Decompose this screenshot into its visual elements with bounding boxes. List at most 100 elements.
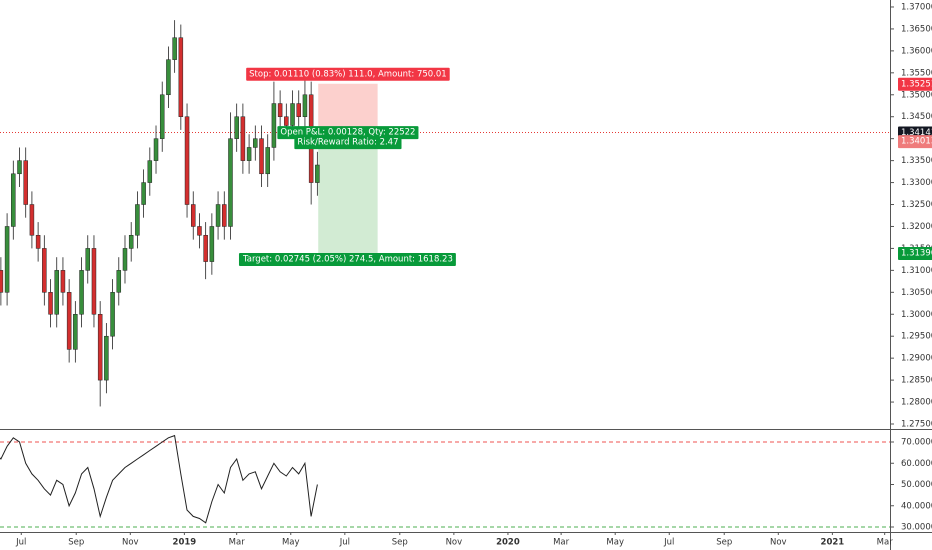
y-tick-label: 1.36500 [901,24,932,34]
entry-price-label: 1.34013 [901,137,932,147]
x-tick-label: Sep [392,538,408,548]
entry-price-label-group: 1.34013 [898,135,932,149]
stop-price-label-bg [898,77,932,91]
candle-body [110,292,115,337]
candle-body [228,138,233,227]
candle-body [97,314,103,381]
candle-body [284,116,289,126]
candle-body [215,204,221,227]
candle-body [302,94,308,117]
candle-body [203,234,208,262]
candle-body [178,37,184,117]
ratio-label: Risk/Reward Ratio: 2.47 [297,138,398,148]
candle-body [234,116,239,139]
ratio-label-bg [294,136,402,150]
candle-body [116,270,122,293]
candle-body [66,292,72,350]
candle-body [190,204,196,227]
pnl-label-group: Open P&L: 0.00128, Qty: 22522 [277,126,419,140]
x-tick-label: May [282,538,300,548]
candle-body [0,270,4,293]
stop-label-bg [246,67,450,81]
stop-label: Stop: 0.01110 (0.83%) 111.0, Amount: 750… [249,69,447,79]
x-tick-label: Jul [15,538,26,548]
candle-body [147,160,153,183]
y-tick-label: 1.28500 [901,376,932,386]
y-tick-label: 60.0000 [901,459,932,469]
candle-body [135,204,140,236]
candle-body [172,37,177,60]
y-tick-label: 50.0000 [901,480,932,490]
candle-body [159,94,165,139]
candle-body [4,226,10,293]
y-tick-label: 1.29000 [901,354,932,364]
x-tick-label: Mar [229,538,246,548]
ratio-label-group: Risk/Reward Ratio: 2.47 [294,136,402,150]
pnl-label: Open P&L: 0.00128, Qty: 22522 [280,128,415,138]
x-tick-label: Sep [716,538,732,548]
x-tick-label: Jul [663,538,674,548]
y-tick-label: 1.30500 [901,288,932,298]
reward-zone [318,138,378,253]
y-tick-label: 1.35500 [901,68,932,78]
candle-body [42,248,47,293]
candle-body [122,248,128,271]
target-label-bg [238,252,456,266]
x-tick-label: 2020 [496,538,520,548]
x-tick-label: Nov [770,538,787,548]
candle-body [259,138,264,175]
y-tick-label: 1.33500 [901,156,932,166]
candle-body [79,270,84,315]
x-tick-label: Nov [122,538,139,548]
y-tick-label: 1.27500 [901,420,932,430]
x-tick-label: Mar [877,538,894,548]
candle-body [104,335,109,381]
candle-body [271,103,277,148]
y-tick-label: 1.28000 [901,398,932,408]
candle-body [265,147,270,175]
target-price-label-bg [898,246,932,260]
y-tick-label: 1.31000 [901,266,932,276]
x-tick-label: 2021 [821,538,845,548]
target-label-group: Target: 0.02745 (2.05%) 274.5, Amount: 1… [238,252,456,266]
y-tick-label: 1.34500 [901,112,932,122]
stop-label-group: Stop: 0.01110 (0.83%) 111.0, Amount: 750… [246,67,450,81]
target-price-label: 1.31396 [901,248,932,258]
candle-body [17,160,22,175]
candle-body [11,173,16,227]
candle-body [153,138,159,161]
candle-body [166,59,171,96]
candle-body [253,138,258,148]
candle-body [209,226,215,262]
candle-body [60,270,66,293]
candle-body [184,116,190,205]
target-price-label-group: 1.31396 [898,246,932,260]
y-tick-label: 30.0000 [901,523,932,533]
y-tick-label: 70.0000 [901,438,932,448]
candle-body [128,234,134,249]
y-tick-label: 1.30000 [901,310,932,320]
y-tick-label: 1.35000 [901,90,932,100]
x-tick-label: May [606,538,624,548]
pnl-label-bg [277,126,419,140]
y-tick-label: 1.32500 [901,200,932,210]
candle-body [23,160,28,205]
candle-body [197,226,202,236]
x-tick-label: Sep [68,538,84,548]
target-label: Target: 0.02745 (2.05%) 274.5, Amount: 1… [242,254,453,264]
candle-body [296,103,301,117]
candle-body [290,103,295,126]
candle-body [246,147,252,161]
y-tick-label: 1.36000 [901,46,932,56]
candle-body [141,182,146,205]
candle-body [277,103,283,117]
y-tick-label: 40.0000 [901,501,932,511]
x-tick-label: Nov [446,538,463,548]
candle-body [240,116,246,161]
y-tick-label: 1.33000 [901,178,932,188]
y-tick-label: 1.32000 [901,222,932,232]
